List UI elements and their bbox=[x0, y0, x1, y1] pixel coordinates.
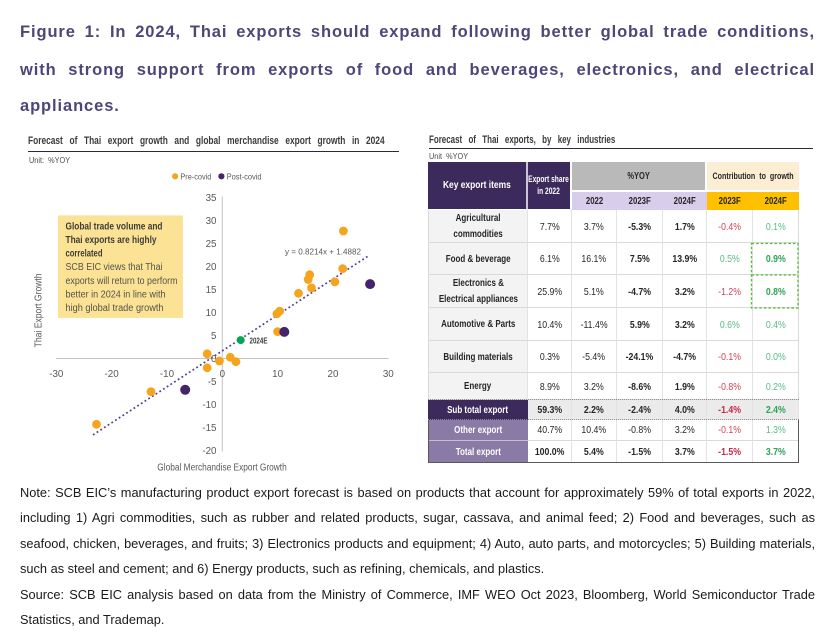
svg-text:Thai Export Growth: Thai Export Growth bbox=[34, 273, 45, 347]
svg-text:20: 20 bbox=[328, 369, 339, 380]
svg-text:exports will return to perform: exports will return to perform bbox=[66, 276, 178, 287]
svg-text:5: 5 bbox=[211, 331, 217, 342]
svg-text:better in 2024 in line with: better in 2024 in line with bbox=[66, 289, 166, 300]
svg-text:-10: -10 bbox=[160, 369, 175, 380]
svg-text:Global trade volume and: Global trade volume and bbox=[66, 222, 163, 233]
svg-text:Thai exports are highly: Thai exports are highly bbox=[66, 235, 157, 246]
svg-text:-15: -15 bbox=[202, 423, 217, 434]
svg-text:10: 10 bbox=[272, 369, 283, 380]
svg-text:35: 35 bbox=[206, 193, 217, 204]
svg-text:high global trade growth: high global trade growth bbox=[66, 303, 164, 314]
svg-text:-20: -20 bbox=[202, 446, 217, 457]
svg-text:-10: -10 bbox=[202, 400, 217, 411]
svg-text:-30: -30 bbox=[49, 369, 64, 380]
svg-text:0: 0 bbox=[211, 354, 217, 365]
svg-text:-20: -20 bbox=[105, 369, 120, 380]
svg-text:30: 30 bbox=[206, 216, 217, 227]
svg-text:SCB EIC views that Thai: SCB EIC views that Thai bbox=[66, 262, 163, 273]
svg-text:0: 0 bbox=[220, 369, 226, 380]
svg-text:2024E: 2024E bbox=[250, 336, 268, 346]
svg-text:correlated: correlated bbox=[66, 249, 103, 260]
svg-text:15: 15 bbox=[206, 285, 217, 296]
svg-text:y = 0.8214x + 1.4882: y = 0.8214x + 1.4882 bbox=[285, 247, 361, 257]
svg-text:Global Merchandise Export Grow: Global Merchandise Export Growth bbox=[157, 463, 286, 474]
svg-text:25: 25 bbox=[206, 239, 217, 250]
svg-text:Pre-covid: Pre-covid bbox=[180, 171, 211, 181]
svg-text:30: 30 bbox=[383, 369, 394, 380]
svg-text:10: 10 bbox=[206, 308, 217, 319]
svg-text:20: 20 bbox=[206, 262, 217, 273]
svg-text:Post-covid: Post-covid bbox=[227, 171, 262, 181]
svg-text:-5: -5 bbox=[208, 377, 217, 388]
